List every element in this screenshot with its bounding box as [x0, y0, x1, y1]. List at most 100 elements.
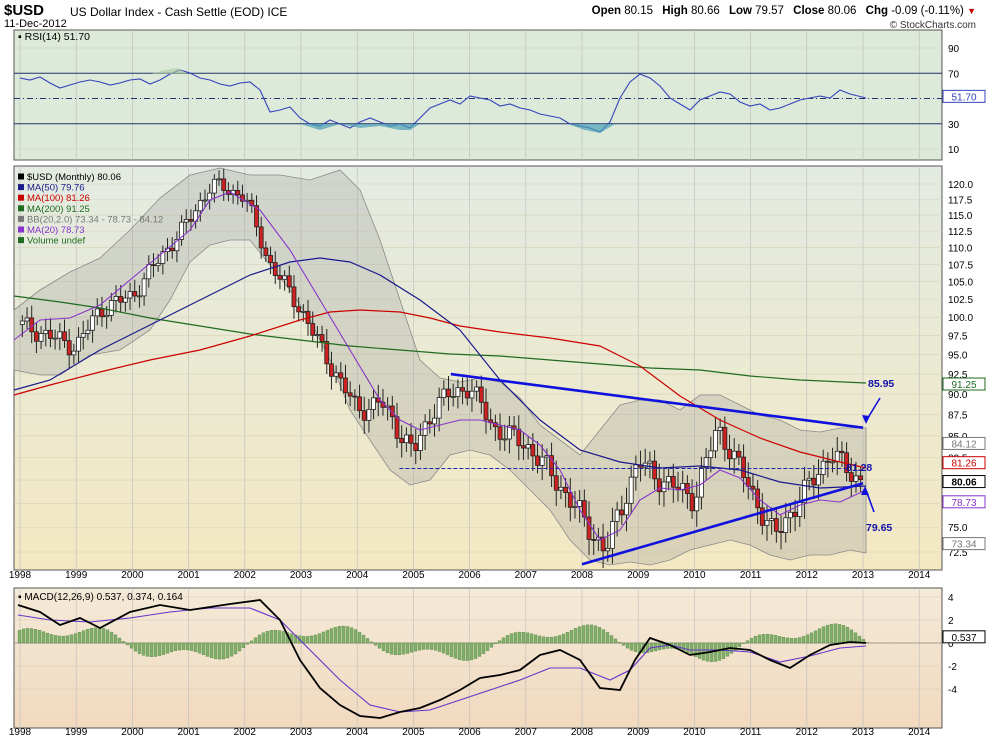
macd-hist-bar — [457, 642, 462, 660]
macd-hist-bar — [241, 642, 246, 648]
x-tick-label: 2012 — [796, 570, 819, 581]
x-tick-label: 2003 — [290, 570, 313, 581]
rsi-oversold-fill — [568, 124, 615, 133]
chg-value: -0.09 (-0.11%) — [891, 5, 964, 17]
macd-hist-bar — [33, 629, 38, 644]
rsi-oversold-fill — [300, 124, 420, 130]
macd-hist-bar — [249, 640, 254, 644]
candle-body — [567, 492, 573, 508]
candle-body — [469, 390, 475, 399]
macd-hist-bar — [221, 642, 226, 660]
macd-hist-bar — [597, 627, 602, 644]
candle-body — [713, 430, 718, 452]
macd-hist-bar — [845, 627, 850, 644]
candle-body — [703, 457, 709, 469]
x-tick-label: 2006 — [458, 727, 481, 738]
macd-hist-bar — [685, 642, 690, 653]
symbol: $USD — [4, 2, 45, 19]
ma100-line — [13, 309, 867, 469]
macd-hist-bar — [153, 642, 158, 657]
price-tick-label: 117.5 — [948, 195, 973, 206]
legend-item: BB(20,2.0) 73.34 - 78.73 - 84.12 — [27, 214, 163, 225]
macd-hist-bar — [269, 630, 274, 644]
macd-hist-bar — [129, 642, 134, 649]
candle-body — [66, 340, 72, 356]
candle-body — [558, 486, 564, 491]
macd-hist-bar — [713, 642, 718, 662]
candle-body — [282, 275, 288, 280]
macd-hist-bar — [217, 642, 222, 660]
macd-hist-bar — [681, 642, 686, 651]
macd-hist-bar — [721, 642, 726, 659]
candle-body — [619, 509, 625, 516]
macd-tick-label: 4 — [948, 593, 954, 604]
macd-hist-bar — [745, 640, 750, 644]
macd-hist-bar — [761, 634, 766, 644]
candle-body — [127, 291, 133, 299]
title-text: US Dollar Index - Cash Settle (EOD) — [70, 5, 265, 19]
macd-hist-bar — [81, 630, 86, 644]
x-tick-label: 2014 — [908, 570, 931, 581]
x-tick-label: 1999 — [65, 570, 88, 581]
candle-body — [155, 262, 161, 267]
macd-tick-label: 0 — [948, 639, 954, 650]
candle-body — [731, 450, 737, 460]
candle-body — [741, 456, 746, 478]
chg-label: Chg — [865, 5, 889, 17]
price-tick-label: 72.5 — [948, 548, 968, 559]
macd-hist-bar — [509, 633, 514, 644]
macd-hist-bar — [181, 642, 186, 650]
price-value-badge — [942, 537, 986, 551]
price-tick-label: 92.5 — [948, 370, 968, 381]
candle-body — [736, 450, 742, 458]
close-value: 80.06 — [827, 5, 857, 17]
macd-hist-bar — [481, 642, 486, 654]
rsi-tick-label: 10 — [948, 145, 960, 156]
legend-swatch — [18, 173, 24, 180]
macd-hist-bar — [529, 633, 534, 644]
x-tick-label: 2007 — [515, 727, 538, 738]
candle-body — [633, 464, 639, 478]
macd-hist-bar — [765, 633, 770, 644]
candle-body — [727, 448, 732, 460]
candle-body — [188, 219, 194, 222]
candle-body — [338, 372, 344, 379]
candle-body — [577, 500, 583, 507]
macd-hist-bar — [801, 636, 806, 644]
macd-hist-bar — [425, 642, 430, 650]
macd-hist-bar — [401, 642, 406, 655]
macd-hist-bar — [73, 633, 78, 644]
candle-body — [586, 516, 592, 540]
macd-hist-bar — [697, 642, 702, 659]
x-tick-label: 2001 — [177, 570, 200, 581]
macd-hist-bar — [381, 642, 386, 652]
macd-hist-bar — [545, 636, 550, 644]
macd-hist-bar — [717, 642, 722, 661]
macd-hist-bar — [493, 642, 498, 645]
arrow-head-icon — [861, 486, 869, 495]
ohlc-summary: Open 80.15 High 80.66 Low 79.57 Close 80… — [586, 5, 976, 17]
macd-hist-bar — [557, 635, 562, 644]
candle-body — [553, 475, 559, 491]
candle-body — [221, 178, 227, 191]
candle-body — [745, 477, 751, 487]
candle-body — [314, 334, 320, 336]
macd-hist-bar — [253, 637, 258, 644]
macd-hist-bar — [333, 627, 338, 644]
candle-body — [43, 329, 49, 334]
candle-body — [48, 329, 53, 339]
candle-body — [600, 536, 606, 552]
macd-hist-bar — [461, 642, 466, 661]
candle-body — [418, 434, 423, 452]
candle-body — [132, 291, 138, 297]
macd-hist-bar — [501, 637, 506, 644]
macd-hist-bar — [141, 642, 146, 656]
macd-hist-bar — [105, 629, 110, 644]
macd-hist-bar — [261, 632, 266, 644]
macd-hist-bar — [837, 624, 842, 644]
macd-hist-bar — [321, 631, 326, 644]
macd-hist-bar — [573, 628, 578, 644]
price-panel — [13, 165, 943, 571]
macd-hist-bar — [541, 636, 546, 644]
macd-hist-bar — [565, 632, 570, 644]
